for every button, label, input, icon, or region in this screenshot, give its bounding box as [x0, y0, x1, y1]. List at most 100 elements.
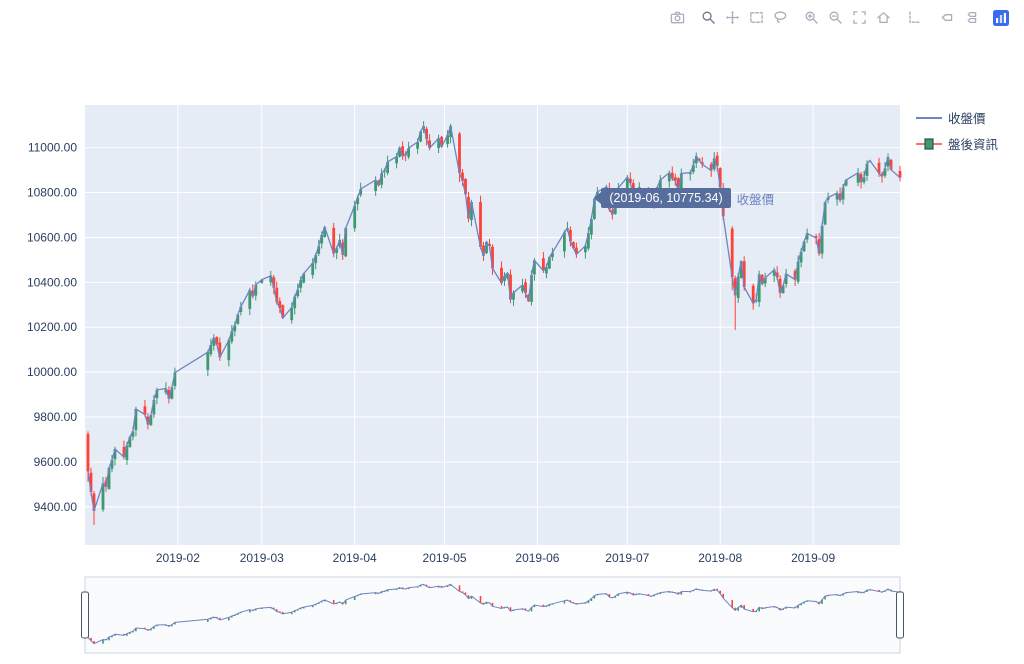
- rangeslider-candle: [743, 605, 745, 610]
- spikelines-icon[interactable]: [905, 8, 924, 27]
- candle-body: [679, 173, 683, 193]
- candle-body: [251, 290, 255, 297]
- rangeslider-candle: [569, 600, 572, 603]
- candle-body: [817, 239, 821, 254]
- candle-body: [155, 389, 159, 398]
- rangeslider-candle: [299, 608, 302, 610]
- rangeslider-candle: [860, 591, 862, 593]
- x-tick-label: 2019-07: [605, 551, 649, 565]
- candle-body: [107, 468, 111, 489]
- rangeslider-candle: [461, 591, 464, 593]
- rangeslider-candle: [276, 609, 278, 612]
- rangeslider-candle: [458, 585, 461, 592]
- candlestick-swatch-icon: [916, 137, 942, 150]
- zoom-in-icon[interactable]: [802, 8, 821, 27]
- rangeslider-candle: [216, 616, 218, 618]
- candle-body: [341, 242, 345, 255]
- candle-body: [386, 162, 389, 173]
- candle-body: [218, 342, 222, 358]
- candle-body: [215, 337, 219, 345]
- candle-body: [883, 168, 887, 176]
- candle-body: [314, 255, 318, 264]
- y-tick-label: 10800.00: [27, 186, 77, 200]
- candle-body: [419, 131, 422, 142]
- lasso-select-icon[interactable]: [771, 8, 790, 27]
- candle-body: [625, 177, 629, 191]
- rangeslider-candle: [761, 607, 763, 609]
- legend-item-close-price[interactable]: 收盤價: [916, 108, 998, 127]
- rangeslider-candle: [758, 607, 760, 612]
- camera-icon[interactable]: [668, 8, 687, 27]
- zoom-out-icon[interactable]: [826, 8, 845, 27]
- candle-body: [491, 246, 494, 269]
- rangeslider-candle: [866, 590, 868, 592]
- candle-body: [859, 174, 863, 183]
- candle-body: [799, 251, 803, 263]
- hover-closest-icon[interactable]: [936, 8, 955, 27]
- candle-body: [143, 406, 147, 415]
- autoscale-icon[interactable]: [850, 8, 869, 27]
- candle-body: [844, 180, 848, 186]
- rangeslider-candle: [341, 602, 344, 605]
- candle-body: [676, 178, 680, 191]
- y-tick-label: 10200.00: [27, 320, 77, 334]
- rangeslider-candle: [668, 591, 671, 593]
- candle-body: [296, 289, 300, 297]
- rangeslider-candle: [171, 624, 173, 627]
- rangeslider-candle: [90, 637, 92, 641]
- candle-body: [587, 233, 590, 249]
- candle-body: [593, 198, 596, 219]
- rangeslider-candle: [803, 602, 805, 604]
- modebar-group: [699, 8, 790, 27]
- rangeslider-candle: [437, 586, 440, 588]
- candle-body: [512, 292, 515, 300]
- rangeslider-candle: [156, 625, 158, 627]
- rangeslider-candle: [255, 608, 257, 611]
- candle-body: [718, 168, 722, 188]
- rangeslider-candle: [219, 617, 221, 620]
- rangeslider-handle-right[interactable]: [896, 591, 904, 639]
- y-tick-label: 9800.00: [34, 410, 78, 424]
- candle-body: [398, 147, 401, 157]
- rangeslider-candle: [887, 589, 889, 591]
- candle-body: [545, 267, 548, 274]
- rangeslider-candle: [449, 584, 452, 586]
- box-select-icon[interactable]: [747, 8, 766, 27]
- candle-body: [446, 135, 449, 145]
- pan-icon[interactable]: [723, 8, 742, 27]
- candle-body: [691, 165, 695, 172]
- candle-body: [670, 172, 674, 179]
- candle-body: [736, 276, 740, 299]
- candle-body: [260, 279, 264, 283]
- reset-axes-icon[interactable]: [874, 8, 893, 27]
- candle-body: [110, 459, 114, 469]
- candle-body: [437, 138, 440, 149]
- candle-body: [781, 285, 785, 293]
- candle-body: [374, 180, 377, 191]
- plotly-logo-icon[interactable]: [991, 8, 1010, 27]
- candle-body: [149, 415, 153, 426]
- candle-body: [236, 314, 240, 324]
- rangeslider-candle: [719, 590, 721, 594]
- rangeslider-candle: [491, 602, 494, 607]
- candle-body: [440, 136, 443, 147]
- rangeslider-candle: [512, 610, 515, 612]
- legend-item-afterhours[interactable]: 盤後資訊: [916, 134, 998, 153]
- rangeslider-candle: [782, 608, 784, 610]
- candle-body: [428, 140, 431, 149]
- plot-area[interactable]: [85, 105, 900, 545]
- zoom-icon[interactable]: [699, 8, 718, 27]
- rangeslider-candle: [320, 601, 323, 603]
- candle-body: [898, 171, 902, 178]
- rangeslider-candle: [890, 589, 892, 591]
- rangeslider-candle: [800, 603, 802, 606]
- candle-body: [862, 177, 866, 183]
- candle-body: [275, 287, 279, 303]
- hover-compare-icon[interactable]: [960, 8, 979, 27]
- rangeslider-handle-left[interactable]: [81, 591, 89, 639]
- candle-body: [856, 172, 860, 183]
- modebar-group: [668, 8, 687, 27]
- candle-body: [113, 448, 117, 460]
- rangeslider-track[interactable]: [84, 576, 901, 654]
